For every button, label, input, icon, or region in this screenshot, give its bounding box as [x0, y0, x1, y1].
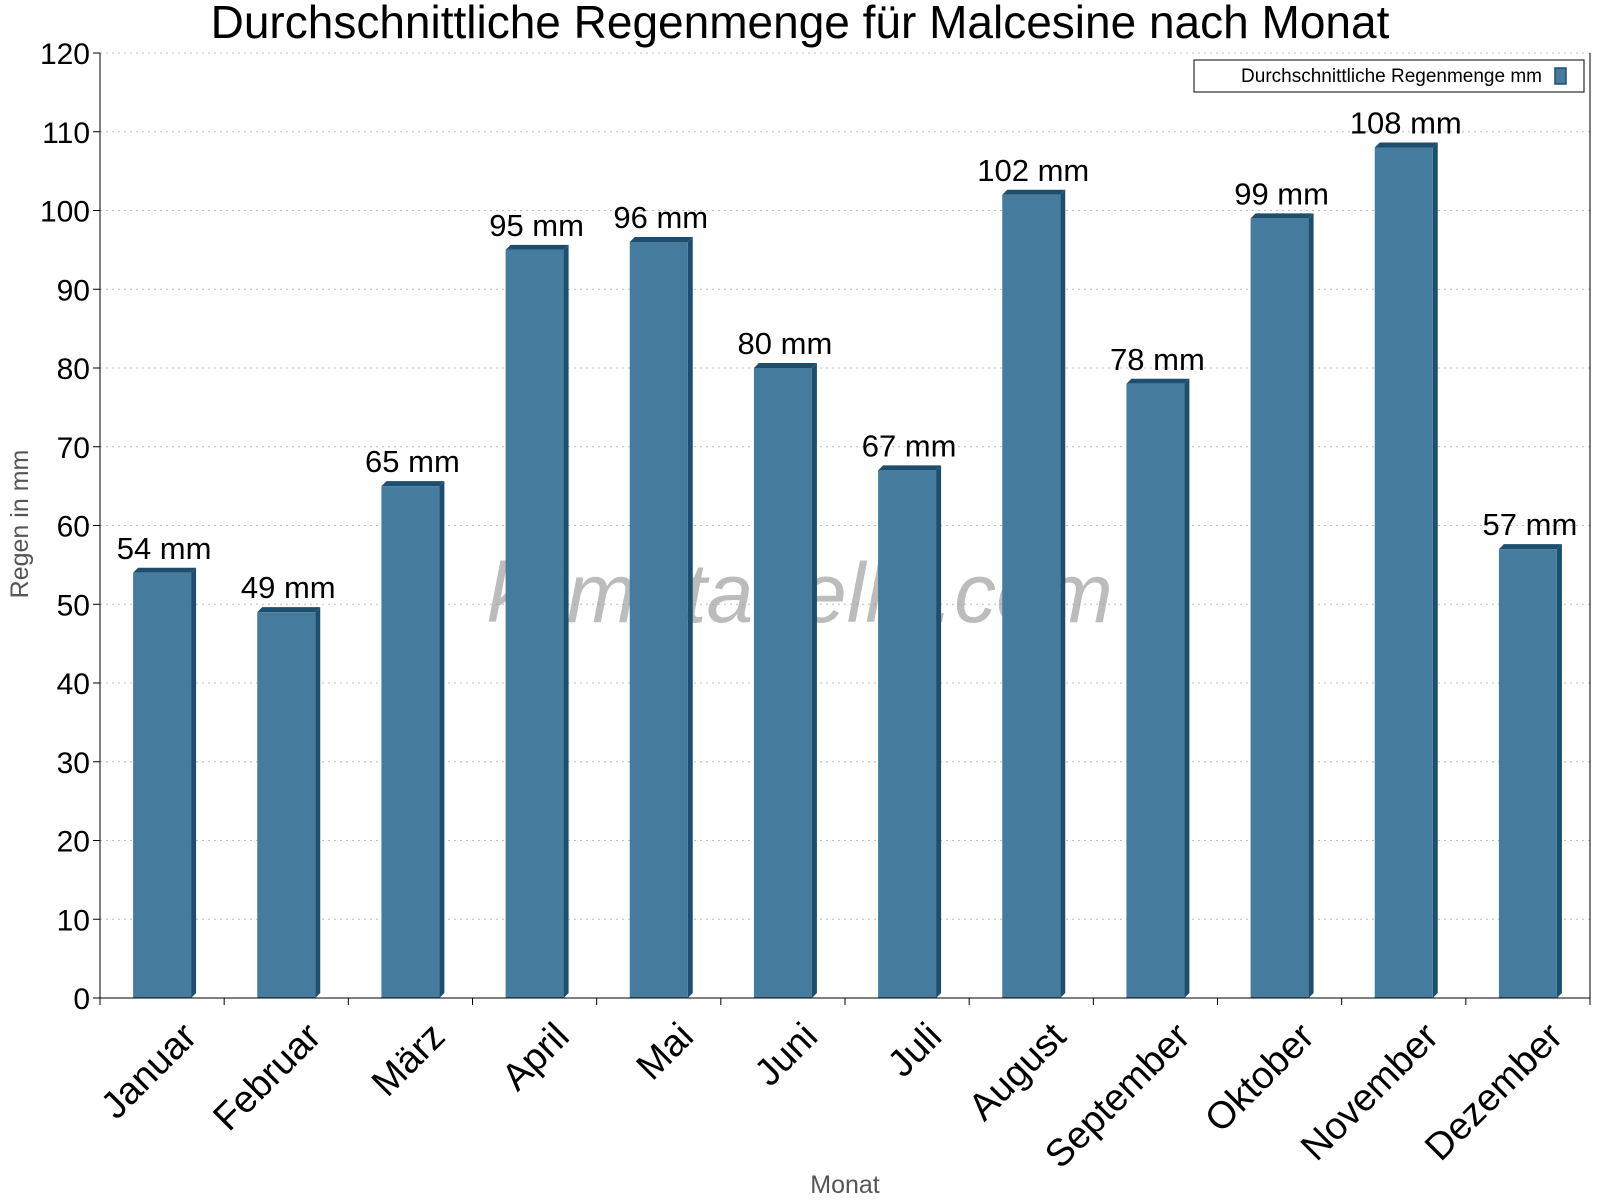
- bar-7: [1002, 189, 1066, 998]
- data-label: 49 mm: [241, 570, 336, 605]
- x-tick-label: Juni: [747, 1015, 826, 1094]
- bar-10: [1374, 142, 1438, 998]
- bar-side: [1184, 378, 1190, 998]
- bar: [1498, 549, 1557, 998]
- y-tick-label: 60: [57, 511, 90, 544]
- bar: [1002, 194, 1061, 998]
- bar-top: [505, 244, 569, 250]
- bar-side: [936, 465, 942, 998]
- y-tick-label: 110: [42, 117, 90, 150]
- x-tick-label: Mai: [629, 1015, 702, 1088]
- y-tick-label: 90: [57, 274, 90, 307]
- x-tick-label: April: [494, 1015, 577, 1098]
- bar-top: [1374, 142, 1438, 148]
- data-label: 108 mm: [1350, 106, 1462, 141]
- bar: [257, 612, 316, 998]
- bar-side: [1060, 189, 1066, 998]
- y-tick-label: 80: [57, 353, 90, 386]
- bar-top: [753, 363, 817, 368]
- y-tick-label: 120: [40, 38, 90, 71]
- bar-8: [1126, 378, 1190, 998]
- y-tick-label: 0: [73, 983, 90, 1016]
- grid-lines: [100, 52, 1590, 920]
- bar-1: [257, 607, 321, 998]
- bar: [505, 249, 564, 998]
- bar: [1374, 147, 1433, 998]
- y-tick-label: 30: [57, 747, 90, 780]
- bar-side: [811, 363, 817, 998]
- data-label: 80 mm: [738, 326, 833, 361]
- bar-4: [629, 237, 693, 998]
- legend-label: Durchschnittliche Regenmenge mm: [1241, 66, 1542, 87]
- bar: [133, 572, 192, 998]
- x-tick-label: Januar: [93, 1015, 205, 1127]
- chart-title: Durchschnittliche Regenmenge für Malcesi…: [211, 0, 1390, 48]
- y-tick-label: 10: [57, 904, 90, 937]
- y-axis-label: Regen in mm: [6, 450, 34, 599]
- data-label: 78 mm: [1110, 342, 1205, 377]
- bar: [878, 470, 937, 998]
- bar-side: [191, 567, 197, 998]
- data-label: 96 mm: [613, 200, 708, 235]
- y-tick-label: 20: [57, 826, 90, 859]
- bar-side: [1432, 142, 1438, 998]
- bar: [753, 368, 812, 998]
- data-label: 57 mm: [1483, 507, 1578, 542]
- bar-5: [753, 363, 817, 998]
- bar-side: [1308, 213, 1314, 998]
- axes: [93, 52, 1591, 1005]
- x-tick-label: August: [961, 1015, 1075, 1129]
- data-label: 54 mm: [117, 531, 212, 566]
- y-tick-label: 40: [57, 668, 90, 701]
- bar: [629, 242, 688, 998]
- bar-6: [878, 465, 942, 998]
- bar: [1126, 383, 1185, 998]
- bar-top: [1126, 378, 1190, 384]
- bar-top: [1002, 189, 1066, 195]
- bar-side: [687, 237, 693, 998]
- bar-11: [1498, 544, 1562, 998]
- data-labels: 54 mm 49 mm 65 mm 95 mm 96 mm 80 mm 67 mm 102 m…: [117, 106, 1578, 606]
- bar: [1250, 218, 1309, 998]
- x-tick-label: Oktober: [1197, 1015, 1323, 1141]
- x-axis-label: Monat: [810, 1171, 880, 1199]
- y-tick-label: 100: [40, 196, 90, 229]
- bar-9: [1250, 213, 1314, 998]
- bar-0: [133, 567, 197, 998]
- bar-top: [1250, 213, 1314, 219]
- x-tick-label: Dezember: [1417, 1015, 1571, 1169]
- data-label: 99 mm: [1234, 176, 1329, 211]
- bars: [133, 142, 1562, 998]
- bar-top: [381, 481, 445, 487]
- bar-top: [878, 465, 942, 471]
- legend-swatch: [1554, 67, 1567, 85]
- data-label: 65 mm: [365, 444, 460, 479]
- bar-side: [563, 244, 569, 998]
- bar-side: [315, 607, 321, 998]
- x-tick-label: Juli: [880, 1015, 950, 1085]
- data-label: 102 mm: [977, 153, 1089, 188]
- x-tick-label: März: [364, 1015, 453, 1104]
- y-tick-label: 50: [57, 589, 90, 622]
- x-tick-labels: Januar Februar März April Mai Juni Juli AugustS…: [93, 1015, 1571, 1176]
- data-label: 67 mm: [862, 428, 957, 463]
- x-tick-label: Februar: [205, 1015, 329, 1139]
- bar-top: [133, 567, 197, 573]
- legend: Durchschnittliche Regenmenge mm: [1193, 59, 1585, 93]
- bar: [381, 486, 440, 998]
- bar-side: [1556, 544, 1562, 998]
- bar-top: [1498, 544, 1562, 550]
- legend-box: [1193, 59, 1585, 93]
- bar-top: [257, 607, 321, 613]
- y-tick-label: 70: [57, 432, 90, 465]
- bar-side: [439, 481, 445, 998]
- data-label: 95 mm: [489, 208, 584, 243]
- bar-3: [505, 244, 569, 998]
- y-tick-labels: 0 10 20 30 40 50 60 70 80 90 100 110 120: [40, 38, 90, 1016]
- bar-top: [629, 237, 693, 242]
- bar-2: [381, 481, 445, 998]
